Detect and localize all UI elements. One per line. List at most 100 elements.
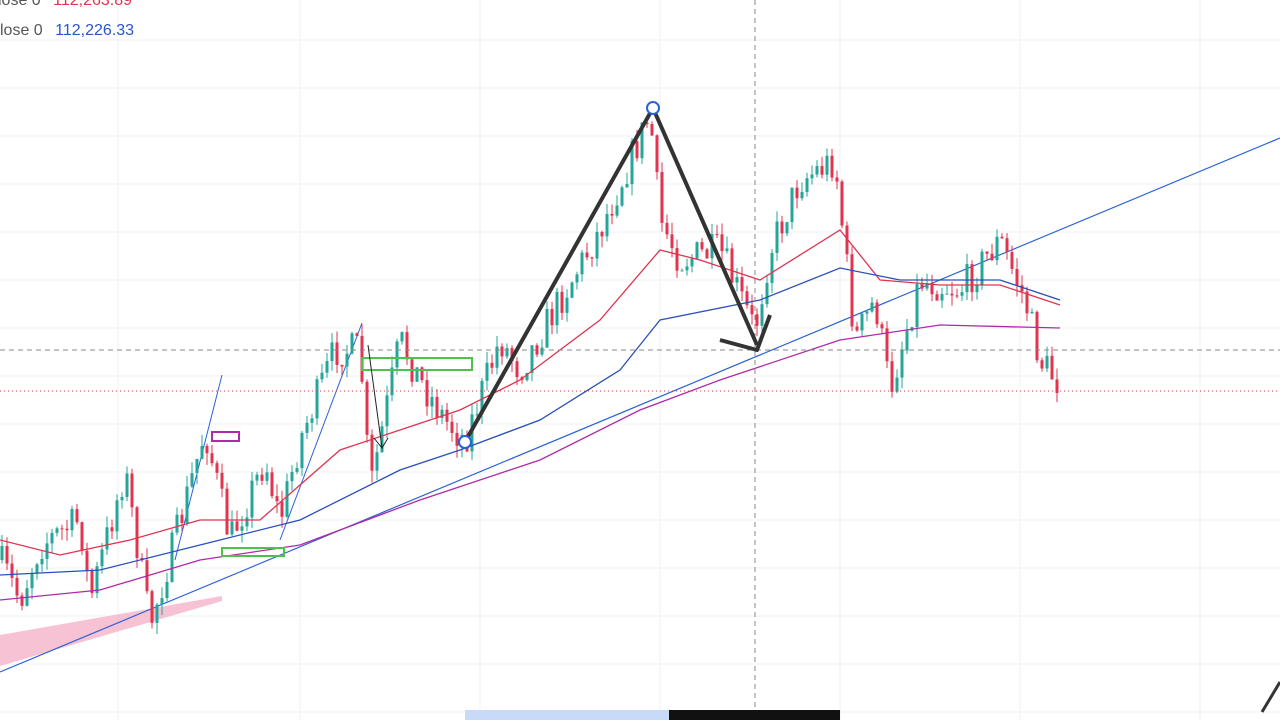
candle-body	[780, 221, 784, 234]
candle-body	[605, 213, 609, 237]
candle-body	[330, 342, 334, 362]
candle-body	[935, 294, 939, 301]
candle-body	[545, 308, 549, 348]
candle-body	[870, 302, 874, 312]
candle-body	[615, 205, 619, 216]
candle-body	[580, 252, 584, 275]
candle-body	[325, 361, 329, 373]
candle-body	[340, 364, 344, 367]
candle-body	[380, 426, 384, 453]
candle-body	[195, 458, 199, 474]
candle-body	[40, 558, 44, 565]
candle-body	[670, 234, 674, 249]
candle-body	[65, 528, 69, 531]
candle-body	[70, 509, 74, 531]
candle-body	[275, 496, 279, 502]
candle-body	[755, 314, 759, 326]
candle-body	[805, 178, 809, 193]
arrow	[367, 344, 389, 450]
candle-body	[345, 353, 349, 367]
candle-body	[825, 155, 829, 175]
candle-body	[215, 463, 219, 473]
candle-body	[760, 304, 764, 326]
candle-body	[405, 332, 409, 360]
candle-body	[620, 187, 624, 206]
trend-line	[0, 137, 1280, 673]
candle-body	[210, 453, 214, 464]
candle-body	[980, 251, 984, 285]
candle-body	[170, 532, 174, 582]
candle-body	[35, 564, 39, 574]
trend-line	[279, 322, 363, 541]
candle-body	[650, 124, 654, 136]
candle-body	[395, 341, 399, 368]
candle-body	[375, 452, 379, 471]
candle-body	[200, 445, 204, 459]
candle-body	[150, 591, 154, 623]
candle-body	[745, 291, 749, 306]
candle-body	[95, 566, 99, 594]
candle-body	[310, 418, 314, 423]
candle-body	[915, 284, 919, 328]
candle-body	[975, 284, 979, 293]
zigzag	[463, 106, 759, 443]
candle-body	[660, 172, 664, 223]
zone	[0, 596, 222, 666]
time-range	[465, 710, 669, 720]
candle-body	[400, 332, 404, 342]
candle-body	[440, 409, 444, 419]
candle-body	[425, 380, 429, 407]
box	[211, 431, 240, 442]
candle-body	[690, 258, 694, 267]
candle-body	[740, 277, 744, 292]
candle-body	[920, 284, 924, 289]
candle-body	[205, 445, 209, 454]
candle-body	[835, 177, 839, 182]
candle-body	[385, 395, 389, 427]
candle-body	[635, 141, 639, 159]
candle-body	[1035, 311, 1039, 361]
candle-body	[960, 292, 964, 296]
candle-body	[370, 434, 374, 471]
candle-body	[1005, 238, 1009, 253]
candle-body	[955, 295, 959, 297]
candle-body	[270, 472, 274, 497]
candle-body	[75, 509, 79, 523]
anchor	[458, 435, 472, 449]
box	[221, 547, 285, 557]
candle-body	[680, 270, 684, 272]
candle-body	[865, 311, 869, 314]
candle-body	[240, 526, 244, 531]
candle-body	[965, 264, 969, 293]
candle-body	[940, 293, 944, 301]
tool-stroke	[1260, 681, 1280, 713]
candle-body	[555, 291, 559, 326]
candle-body	[700, 242, 704, 250]
candle-body	[445, 409, 449, 422]
candle-body	[530, 345, 534, 373]
candle-body	[715, 234, 719, 236]
candle-body	[1045, 355, 1049, 369]
time-range	[669, 710, 840, 720]
candle-body	[55, 528, 59, 533]
candle-body	[5, 546, 9, 564]
candle-body	[770, 252, 774, 283]
candle-body	[665, 222, 669, 235]
candle-body	[290, 471, 294, 482]
candle-body	[845, 225, 849, 255]
candle-body	[950, 293, 954, 296]
candle-body	[160, 598, 164, 605]
candle-body	[630, 141, 634, 185]
candle-body	[450, 421, 454, 433]
candle-body	[735, 277, 739, 283]
candle-body	[945, 293, 949, 295]
candle-body	[1025, 291, 1029, 314]
candle-body	[875, 302, 879, 325]
candle-body	[415, 367, 419, 382]
candle-body	[120, 496, 124, 501]
candle-body	[300, 432, 304, 469]
candle-body	[840, 181, 844, 226]
candle-body	[730, 248, 734, 283]
candle-body	[590, 257, 594, 259]
candle-body	[60, 528, 64, 530]
